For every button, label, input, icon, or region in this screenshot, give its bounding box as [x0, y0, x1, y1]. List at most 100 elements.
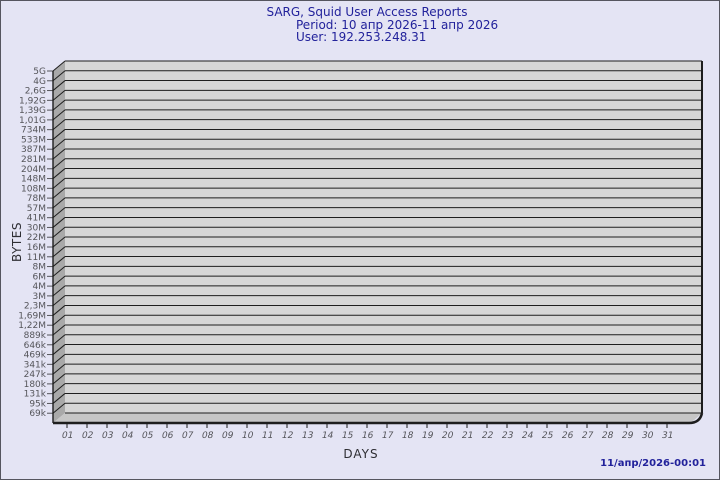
- x-axis-tick-label: 21: [461, 431, 475, 441]
- gridline-side-segment: [52, 148, 66, 160]
- gridline-side-segment: [52, 236, 66, 248]
- gridline-side-segment: [52, 305, 66, 316]
- gridline-side-segment: [52, 177, 66, 189]
- gridline-side-segment: [52, 217, 66, 228]
- y-axis-tick-label: 30M: [27, 223, 46, 233]
- y-axis-tick-label: 1,39G: [19, 106, 46, 116]
- y-axis-tick-label: 41M: [27, 214, 46, 224]
- chart-subtitle-period: Period: 10 апр 2026-11 апр 2026: [296, 17, 499, 32]
- x-axis-tick-label: 15: [341, 431, 355, 441]
- x-axis-tick-label: 03: [101, 431, 115, 441]
- y-axis-tick-label: 204M: [21, 165, 46, 175]
- y-axis-tick-label: 16M: [27, 243, 46, 253]
- y-axis-tick-label: 1,92G: [19, 96, 46, 106]
- x-axis-tick-label: 12: [281, 431, 295, 441]
- gridline-side-segment: [52, 265, 66, 277]
- plot-floor: [53, 413, 702, 423]
- gridline-side-segment: [52, 226, 66, 238]
- gridline-side-segment: [52, 70, 66, 82]
- x-axis-tick-label: 25: [541, 431, 555, 441]
- y-axis-tick-label: 247k: [24, 370, 47, 380]
- x-axis-tick-label: 06: [161, 431, 175, 441]
- gridline-side-segment: [52, 207, 66, 219]
- x-axis-tick-label: 05: [141, 431, 155, 441]
- y-axis-tick-label: 1,69M: [18, 311, 46, 321]
- y-axis-tick-label: 646k: [24, 341, 47, 351]
- x-axis-tick-label: 22: [481, 431, 495, 441]
- x-axis-tick-label: 23: [501, 431, 515, 441]
- x-axis-tick-label: 10: [241, 431, 255, 441]
- x-axis-tick-label: 02: [81, 431, 95, 441]
- x-axis-tick-label: 09: [221, 431, 235, 441]
- x-axis-tick-label: 24: [521, 431, 535, 441]
- gridline-side-segment: [52, 197, 66, 209]
- gridline-side-segment: [52, 353, 66, 365]
- y-axis-tick-label: 341k: [24, 360, 47, 370]
- gridline-side-segment: [52, 80, 66, 91]
- x-axis-tick-label: 18: [401, 431, 415, 441]
- x-axis-tick-label: 19: [421, 431, 435, 441]
- x-axis-tick-label: 01: [61, 431, 75, 441]
- y-axis-tick-label: 131k: [24, 390, 47, 400]
- chart-subtitle-user: User: 192.253.248.31: [296, 30, 427, 44]
- report-timestamp: 11/апр/2026-00:01: [600, 458, 706, 469]
- gridline-side-segment: [52, 119, 66, 131]
- y-axis-tick-label: 108M: [21, 184, 46, 194]
- x-axis-tick-label: 13: [301, 431, 315, 441]
- gridline-side-segment: [52, 138, 66, 150]
- y-axis-tick-label: 78M: [27, 194, 46, 204]
- x-axis-title: DAYS: [343, 447, 379, 461]
- gridline-side-segment: [52, 285, 66, 297]
- gridline-side-segment: [52, 246, 66, 258]
- x-axis-tick-label: 28: [601, 431, 615, 441]
- x-axis-tick-label: 16: [361, 431, 375, 441]
- x-axis-tick-label: 20: [441, 431, 455, 441]
- y-axis-tick-label: 533M: [21, 135, 46, 145]
- x-axis-tick-label: 14: [321, 431, 335, 441]
- y-axis-tick-label: 95k: [29, 399, 46, 409]
- y-axis-tick-label: 281M: [21, 155, 46, 165]
- y-axis-tick-label: 1,22M: [18, 321, 46, 331]
- gridline-side-segment: [52, 158, 66, 170]
- y-axis-tick-label: 180k: [24, 380, 47, 390]
- gridline-side-segment: [52, 363, 66, 375]
- x-axis-line: [53, 412, 704, 425]
- gridline-side-segment: [52, 334, 66, 346]
- y-axis-tick-label: 2,6G: [25, 87, 46, 97]
- gridline-side-segment: [52, 314, 66, 326]
- x-axis-tick-label: 26: [561, 431, 575, 441]
- gridline-side-segment: [52, 129, 66, 140]
- x-axis-tick-label: 31: [661, 431, 675, 441]
- gridline-side-segment: [52, 383, 66, 395]
- gridline-side-segment: [52, 275, 66, 287]
- y-axis-tick-label: 4M: [33, 282, 47, 292]
- x-axis-tick-label: 08: [201, 431, 215, 441]
- gridline-side-segment: [52, 60, 66, 72]
- y-axis-tick-label: 2,3M: [24, 302, 46, 312]
- y-axis-tick-label: 3M: [33, 292, 47, 302]
- gridline-side-segment: [52, 89, 66, 101]
- gridline-side-segment: [52, 109, 66, 121]
- gridline-side-segment: [52, 344, 66, 355]
- y-axis-tick-label: 8M: [33, 263, 47, 273]
- y-axis-tick-label: 57M: [27, 204, 46, 214]
- gridline-side-segment: [52, 393, 66, 404]
- y-axis-tick-label: 469k: [24, 351, 47, 361]
- gridline-side-segment: [52, 295, 66, 307]
- gridline-side-segment: [52, 256, 66, 267]
- x-axis-tick-label: 29: [621, 431, 635, 441]
- gridline-side-segment: [52, 402, 66, 414]
- x-axis-tick-label: 07: [181, 431, 195, 441]
- x-axis-tick-label: 04: [121, 431, 135, 441]
- x-axis-tick-label: 30: [641, 431, 655, 441]
- x-axis-tick-label: 27: [581, 431, 595, 441]
- y-axis-tick-label: 69k: [29, 409, 46, 419]
- y-axis-tick-label: 6M: [33, 272, 47, 282]
- gridline-side-segment: [52, 168, 66, 179]
- y-axis-tick-label: 1,01G: [19, 116, 46, 126]
- y-axis-tick-label: 4G: [33, 77, 46, 87]
- x-axis-tick-label: 11: [261, 431, 275, 441]
- gridline-side-segment: [52, 324, 66, 336]
